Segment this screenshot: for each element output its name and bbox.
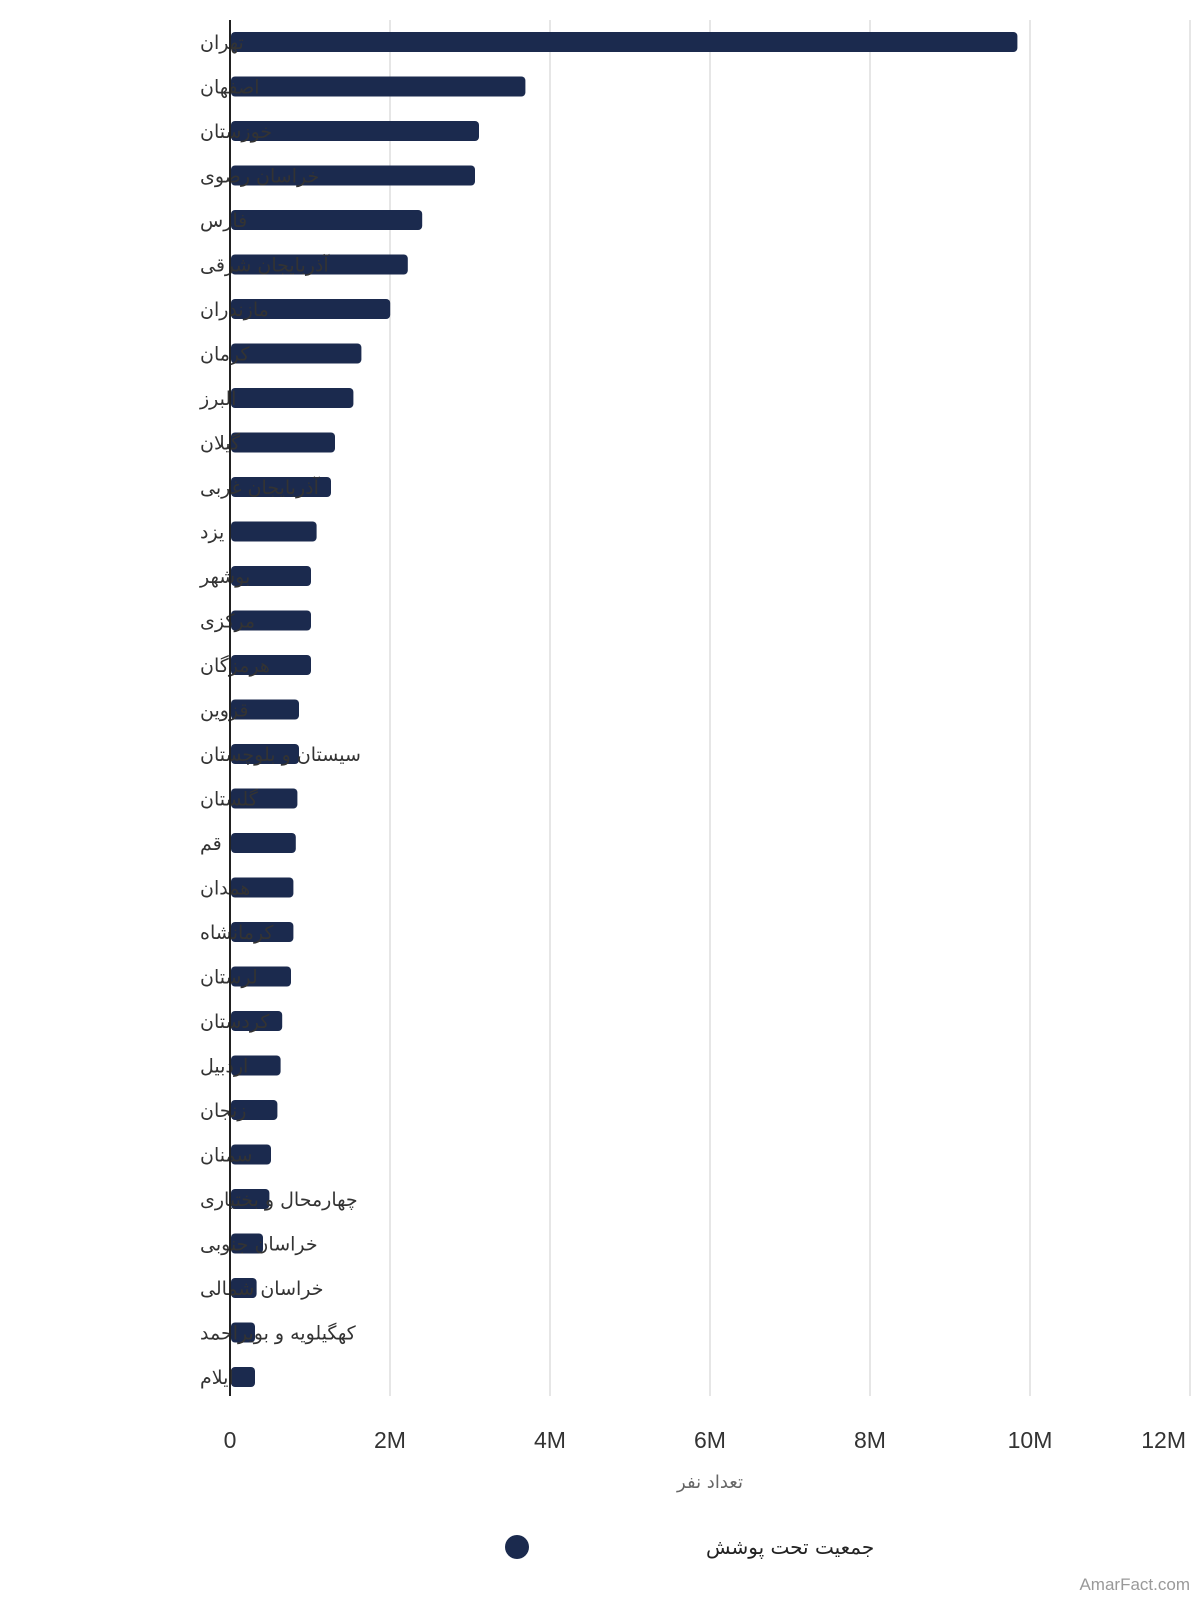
bar[interactable] [231,922,294,942]
bar[interactable] [231,1322,255,1343]
bar[interactable] [231,76,526,97]
category-label: مرکزی [200,611,255,633]
bar[interactable] [231,521,317,542]
bar[interactable] [231,788,298,809]
category-label: فارس [200,210,247,232]
category-label: البرز [199,388,236,410]
bar[interactable] [231,477,331,497]
category-label: سیستان و بلوچستان [200,744,361,766]
category-label: قم [200,833,222,855]
bar[interactable] [231,32,1018,52]
bar[interactable] [231,833,296,853]
x-tick-label: 2M [374,1427,406,1453]
category-label: خوزستان [200,121,272,143]
bar[interactable] [231,388,354,408]
category-label: کرمانشاه [200,922,274,944]
bar[interactable] [231,966,291,987]
category-label: خراسان رضوی [200,166,319,188]
category-label: کردستان [200,1011,270,1033]
legend-marker [505,1535,529,1559]
category-label: یزد [200,522,224,544]
bar[interactable] [231,610,311,631]
category-label: مازندران [200,299,269,321]
bar[interactable] [231,1278,257,1298]
category-label: سمنان [200,1145,252,1167]
category-label: ایلام [200,1367,234,1389]
category-label: تهران [200,32,244,54]
bar[interactable] [231,699,299,720]
category-label: آذربایجان غربی [200,475,320,499]
grid-lines [389,20,1191,1396]
bar[interactable] [231,121,479,141]
x-axis-title: تعداد نفر [676,1472,743,1493]
legend[interactable]: جمعیت تحت پوشش [505,1535,874,1560]
bar[interactable] [231,254,408,275]
legend-label: جمعیت تحت پوشش [706,1535,874,1560]
bar[interactable] [231,1055,281,1076]
bar[interactable] [231,1233,263,1254]
bar[interactable] [231,343,362,364]
category-label: اردبیل [200,1056,248,1078]
x-tick-label: 12M [1141,1427,1186,1453]
category-label: آذربایجان شرقی [200,253,329,277]
x-tick-label: 8M [854,1427,886,1453]
category-label: خراسان جنوبی [200,1234,318,1256]
x-tick-label: 6M [694,1427,726,1453]
category-label: بوشهر [199,566,250,588]
category-label: زنجان [200,1100,246,1122]
category-label: کهگیلویه و بویراحمد [200,1322,357,1345]
category-label: قزوین [200,700,249,722]
x-tick-label: 0 [224,1427,237,1453]
bar[interactable] [231,744,299,764]
bar[interactable] [231,1189,270,1209]
bar[interactable] [231,165,475,186]
x-tick-label: 4M [534,1427,566,1453]
category-label: کرمان [200,344,250,366]
bar[interactable] [231,566,311,586]
credit-text: AmarFact.com [1079,1575,1190,1594]
bar[interactable] [231,432,335,453]
bar[interactable] [231,1100,278,1120]
bars [231,32,1018,1387]
bar[interactable] [231,210,423,230]
category-label: گیلان [200,432,241,455]
bar[interactable] [231,1144,271,1165]
bar[interactable] [231,655,311,675]
bar[interactable] [231,299,391,319]
x-tick-labels: 0 2M 4M 6M 8M 10M 12M [224,1427,1186,1453]
x-tick-label: 10M [1008,1427,1053,1453]
category-label: همدان [200,878,250,900]
category-label: خراسان شمالی [200,1278,324,1300]
bar[interactable] [231,1011,283,1031]
category-label: لرستان [200,967,258,989]
bar[interactable] [231,877,294,898]
category-label: چهارمحال و بختیاری [200,1189,358,1211]
category-label: هرمزگان [200,654,270,677]
bar[interactable] [231,1367,255,1387]
